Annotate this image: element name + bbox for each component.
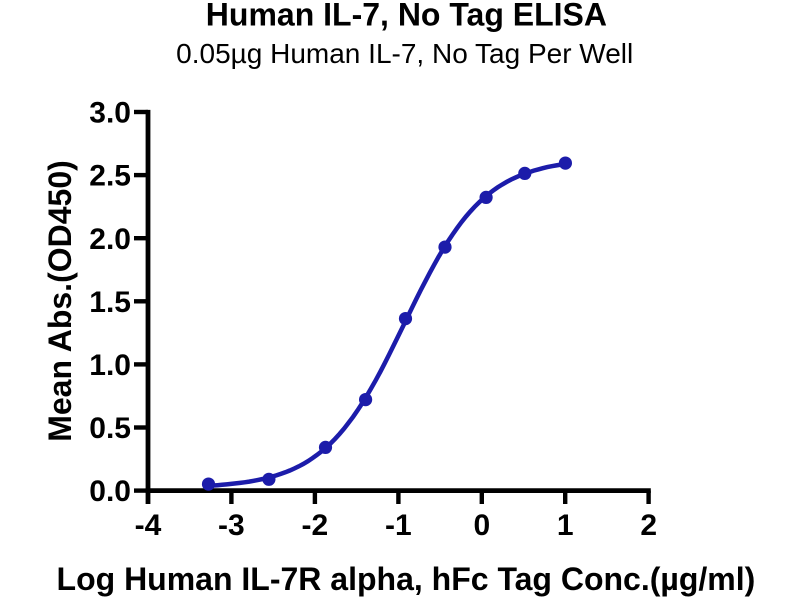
svg-text:Mean Abs.(OD450): Mean Abs.(OD450) — [42, 160, 78, 442]
svg-text:Log Human IL-7R alpha, hFc Tag: Log Human IL-7R alpha, hFc Tag Conc.(µg/… — [57, 561, 756, 597]
svg-text:-2: -2 — [302, 509, 329, 542]
svg-text:2.5: 2.5 — [89, 160, 131, 193]
svg-text:0.0: 0.0 — [89, 475, 131, 508]
svg-text:0: 0 — [473, 509, 490, 542]
svg-text:0.05µg Human IL-7, No Tag Per: 0.05µg Human IL-7, No Tag Per Well — [176, 38, 633, 69]
svg-text:Human IL-7, No Tag ELISA: Human IL-7, No Tag ELISA — [206, 0, 607, 33]
svg-text:3.0: 3.0 — [89, 97, 131, 130]
svg-text:0.5: 0.5 — [89, 412, 131, 445]
svg-text:1.5: 1.5 — [89, 286, 131, 319]
svg-text:-4: -4 — [135, 509, 162, 542]
svg-text:2.0: 2.0 — [89, 223, 131, 256]
svg-text:-1: -1 — [385, 509, 412, 542]
svg-text:-3: -3 — [218, 509, 245, 542]
svg-text:2: 2 — [640, 509, 657, 542]
svg-text:1.0: 1.0 — [89, 349, 131, 382]
svg-text:1: 1 — [557, 509, 574, 542]
